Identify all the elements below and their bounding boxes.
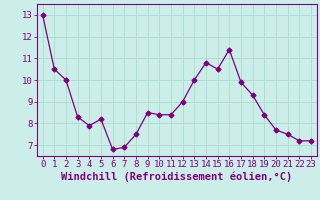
X-axis label: Windchill (Refroidissement éolien,°C): Windchill (Refroidissement éolien,°C) [61,172,292,182]
